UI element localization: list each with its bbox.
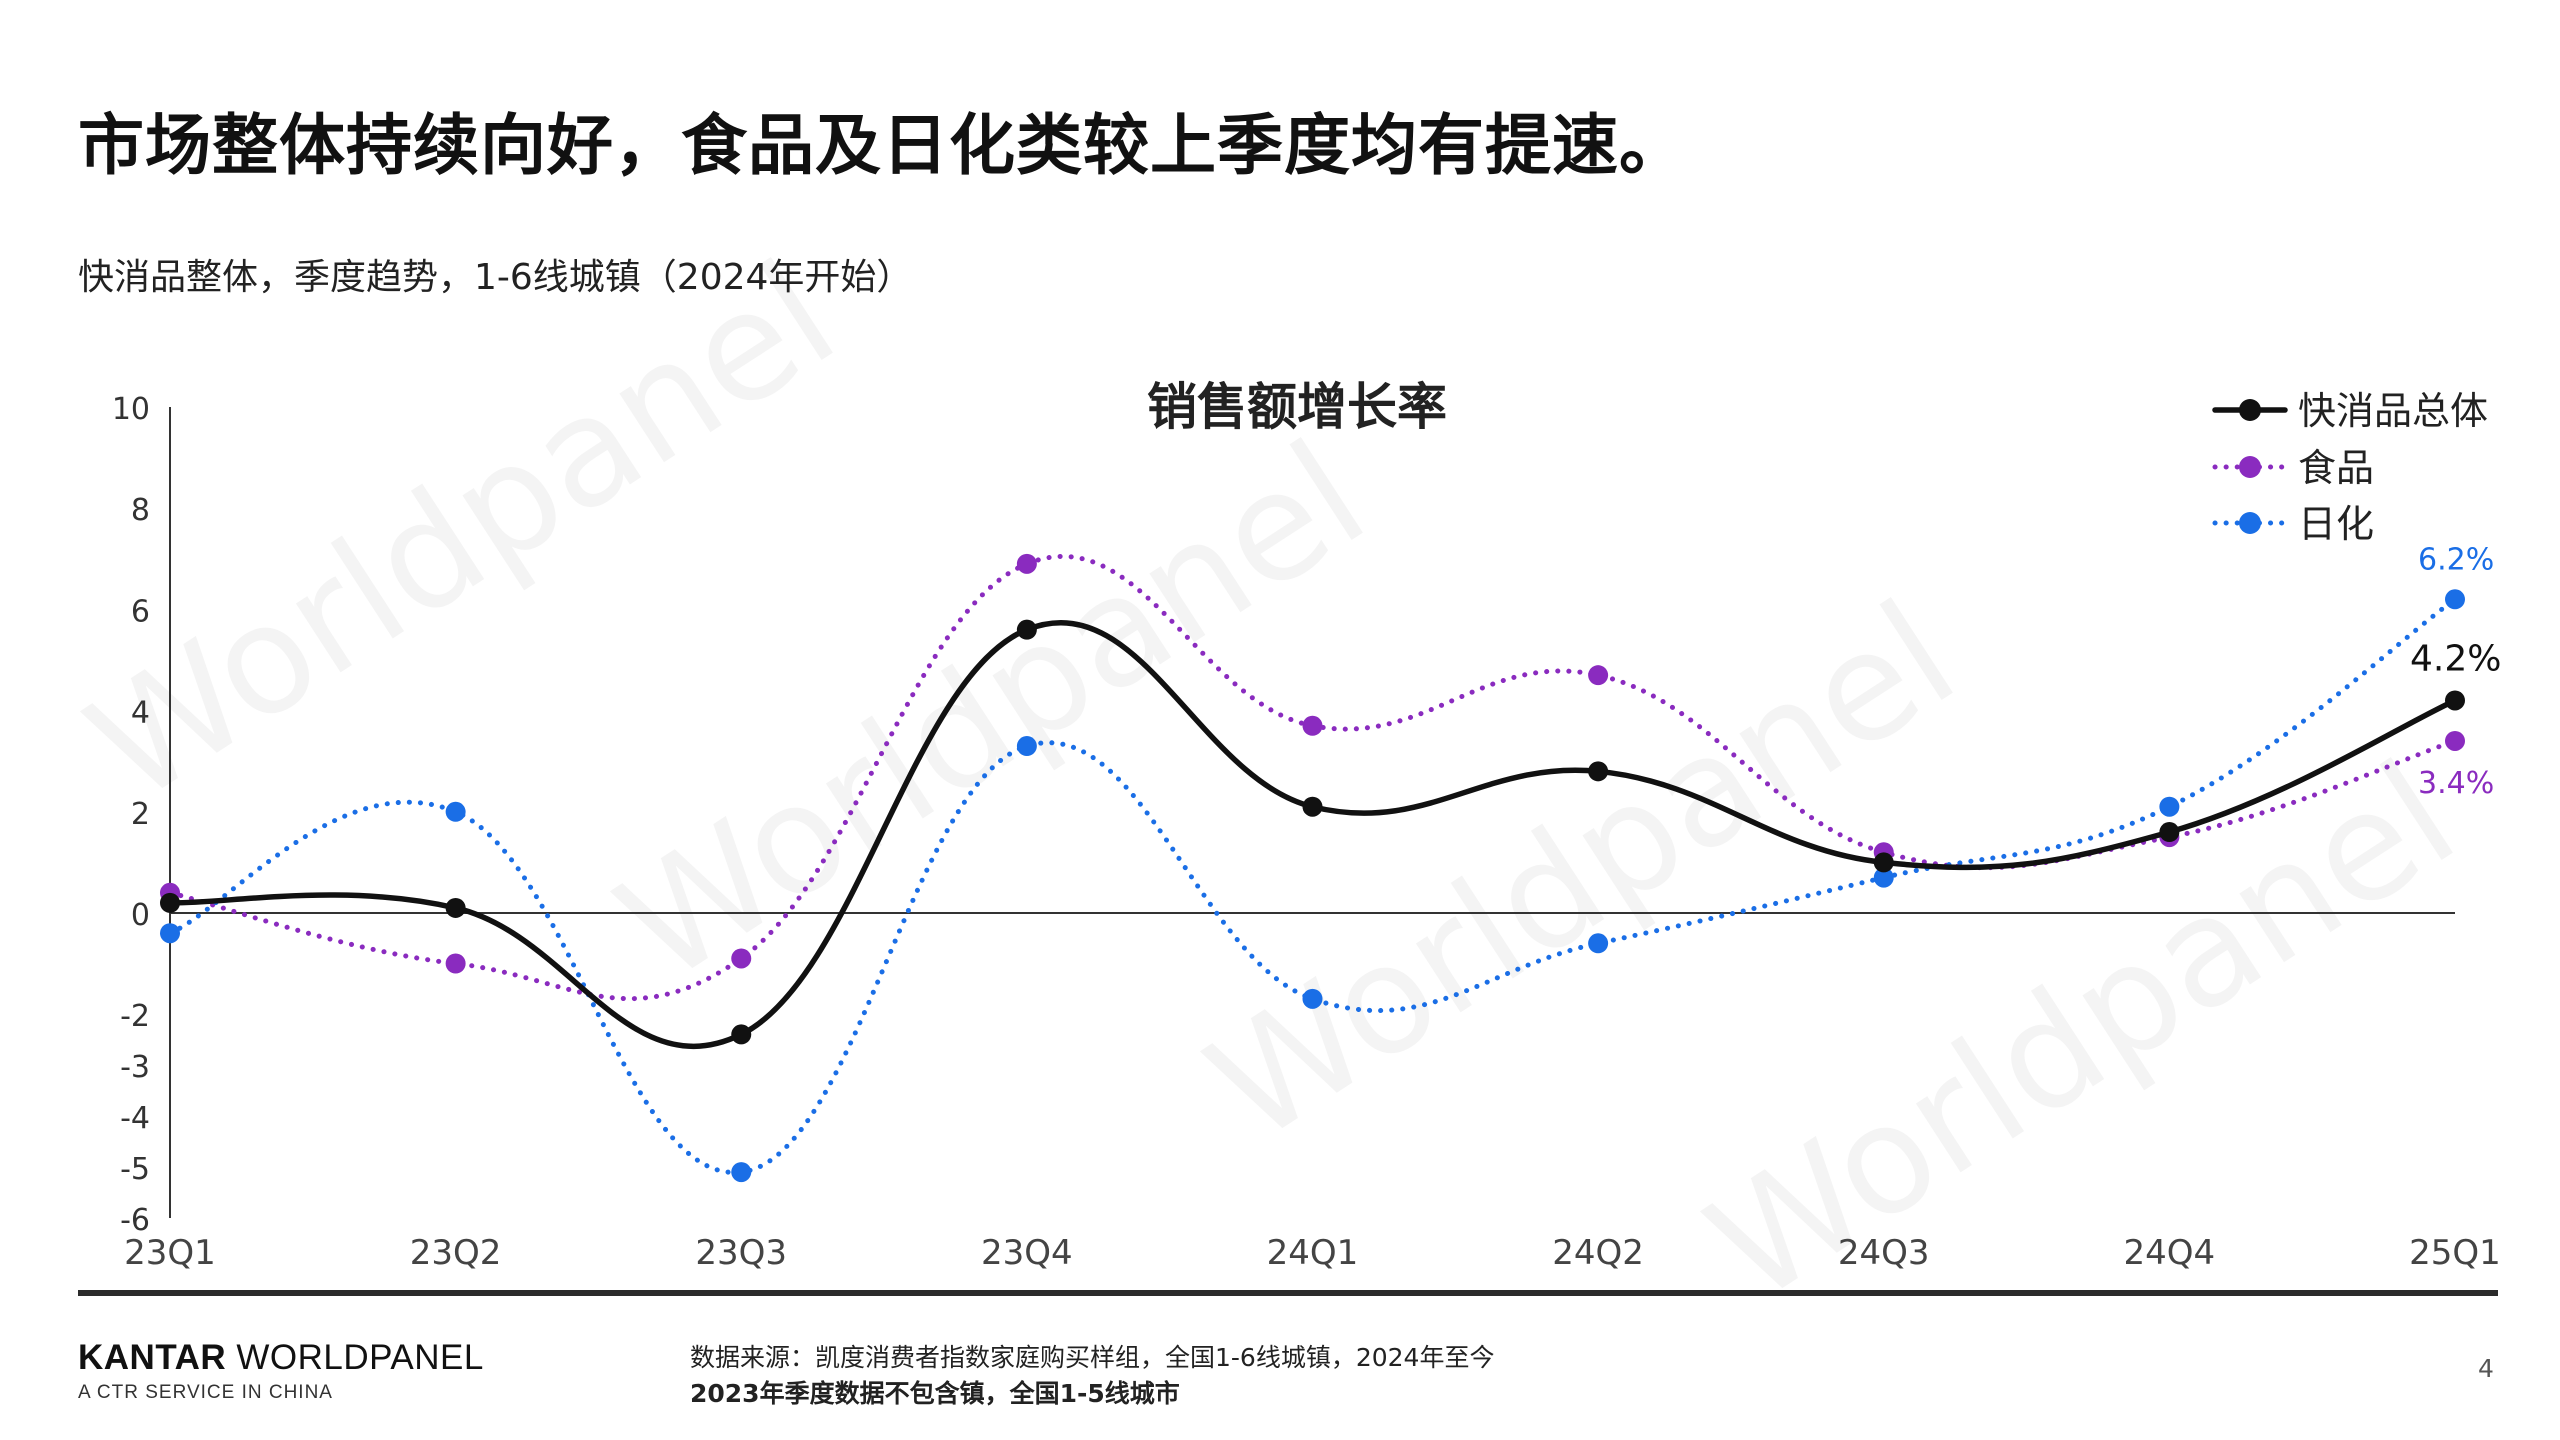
x-tick-label: 23Q2 bbox=[410, 1233, 502, 1273]
data-point bbox=[1016, 553, 1037, 574]
page-number: 4 bbox=[2478, 1354, 2494, 1383]
legend-label: 快消品总体 bbox=[2298, 389, 2488, 433]
data-point bbox=[445, 897, 466, 918]
source-line-1: 数据来源：凯度消费者指数家庭购买样组，全国1-6线城镇，2024年至今 bbox=[690, 1343, 1495, 1372]
source-note: 数据来源：凯度消费者指数家庭购买样组，全国1-6线城镇，2024年至今 2023… bbox=[690, 1340, 1494, 1412]
x-tick-label: 24Q4 bbox=[2124, 1233, 2216, 1273]
data-point bbox=[2445, 730, 2465, 751]
legend-label: 食品 bbox=[2298, 446, 2374, 490]
page-subtitle: 快消品整体，季度趋势，1-6线城镇（2024年开始） bbox=[78, 257, 913, 298]
data-point bbox=[2445, 690, 2465, 711]
data-point bbox=[2159, 822, 2180, 843]
page-title: 市场整体持续向好，食品及日化类较上季度均有提速。 bbox=[78, 107, 1686, 184]
data-point bbox=[1302, 988, 1323, 1009]
y-tick-label: -4 bbox=[120, 1101, 150, 1136]
brand-bold: KANTAR bbox=[78, 1338, 227, 1377]
y-tick-label: 6 bbox=[131, 594, 150, 629]
y-tick-label: 4 bbox=[131, 696, 150, 731]
legend-label: 日化 bbox=[2298, 502, 2374, 546]
x-tick-label: 23Q3 bbox=[695, 1233, 787, 1273]
y-tick-label: 2 bbox=[131, 797, 150, 832]
data-point bbox=[1588, 761, 1609, 782]
y-tick-label: -3 bbox=[120, 1050, 150, 1085]
data-point bbox=[731, 1162, 752, 1183]
y-tick-label: 0 bbox=[131, 898, 150, 933]
data-point bbox=[1873, 852, 1894, 873]
y-tick-label: -5 bbox=[120, 1152, 150, 1187]
brand-tagline: A CTR SERVICE IN CHINA bbox=[78, 1382, 333, 1403]
data-point bbox=[2445, 589, 2465, 610]
data-point bbox=[731, 948, 752, 969]
legend-marker bbox=[2239, 399, 2261, 421]
x-tick-label: 24Q2 bbox=[1552, 1233, 1644, 1273]
data-point bbox=[1302, 796, 1323, 817]
y-tick-label: 10 bbox=[112, 392, 150, 427]
x-tick-label: 25Q1 bbox=[2409, 1233, 2501, 1273]
legend-marker bbox=[2239, 456, 2261, 478]
x-tick-label: 23Q1 bbox=[124, 1233, 216, 1273]
brand-rest: WORLDPANEL bbox=[226, 1338, 484, 1377]
data-point bbox=[445, 801, 466, 822]
brand-logo: KANTAR WORLDPANEL bbox=[78, 1338, 484, 1378]
end-label: 6.2% bbox=[2418, 542, 2494, 577]
chart-title: 销售额增长率 bbox=[1147, 378, 1447, 436]
data-point bbox=[731, 1024, 752, 1045]
data-point bbox=[2159, 796, 2180, 817]
y-tick-label: -2 bbox=[120, 999, 150, 1034]
footer-divider bbox=[78, 1290, 2498, 1296]
legend-marker bbox=[2239, 512, 2261, 534]
data-point bbox=[160, 892, 180, 913]
source-line-2: 2023年季度数据不包含镇，全国1-5线城市 bbox=[690, 1379, 1180, 1408]
data-point bbox=[445, 953, 466, 974]
data-point bbox=[1302, 715, 1323, 736]
data-point bbox=[1588, 933, 1609, 954]
y-tick-label: 8 bbox=[131, 493, 150, 528]
series-line-0 bbox=[167, 620, 2458, 1050]
end-label: 4.2% bbox=[2410, 638, 2501, 679]
end-label: 3.4% bbox=[2418, 766, 2494, 801]
x-tick-label: 24Q3 bbox=[1838, 1233, 1930, 1273]
series-line-2 bbox=[167, 596, 2458, 1175]
x-tick-label: 23Q4 bbox=[981, 1233, 1073, 1273]
x-tick-label: 24Q1 bbox=[1267, 1233, 1359, 1273]
y-tick-label: -6 bbox=[120, 1203, 150, 1238]
data-point bbox=[160, 923, 180, 944]
data-point bbox=[1588, 665, 1609, 686]
data-point bbox=[1016, 736, 1037, 757]
data-point bbox=[1016, 619, 1037, 640]
data-point bbox=[1873, 867, 1894, 888]
